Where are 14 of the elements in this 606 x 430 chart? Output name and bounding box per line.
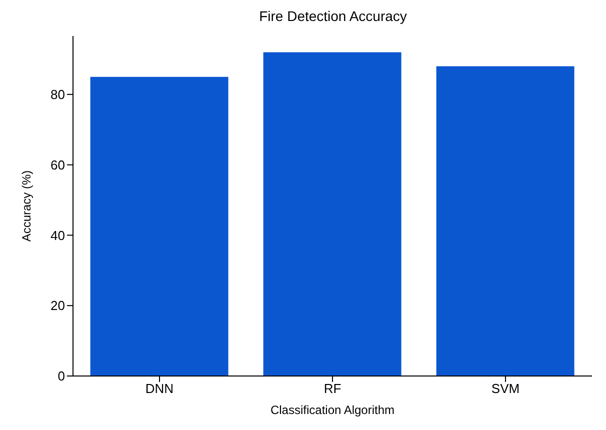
y-tick-label: 80 (50, 87, 65, 102)
x-tick-label: DNN (145, 381, 174, 396)
y-tick-label: 60 (50, 157, 65, 172)
x-axis-title: Classification Algorithm (270, 403, 395, 417)
y-tick-label: 40 (50, 228, 65, 243)
bar (436, 66, 574, 376)
y-axis-title: Accuracy (%) (19, 170, 34, 242)
bar (263, 52, 402, 376)
x-tick-label: RF (324, 381, 342, 396)
bar (90, 76, 228, 376)
x-tick-label: SVM (491, 381, 520, 396)
y-tick-label: 0 (58, 368, 65, 384)
chart-title: Fire Detection Accuracy (258, 8, 408, 26)
y-tick-label: 20 (50, 298, 65, 314)
